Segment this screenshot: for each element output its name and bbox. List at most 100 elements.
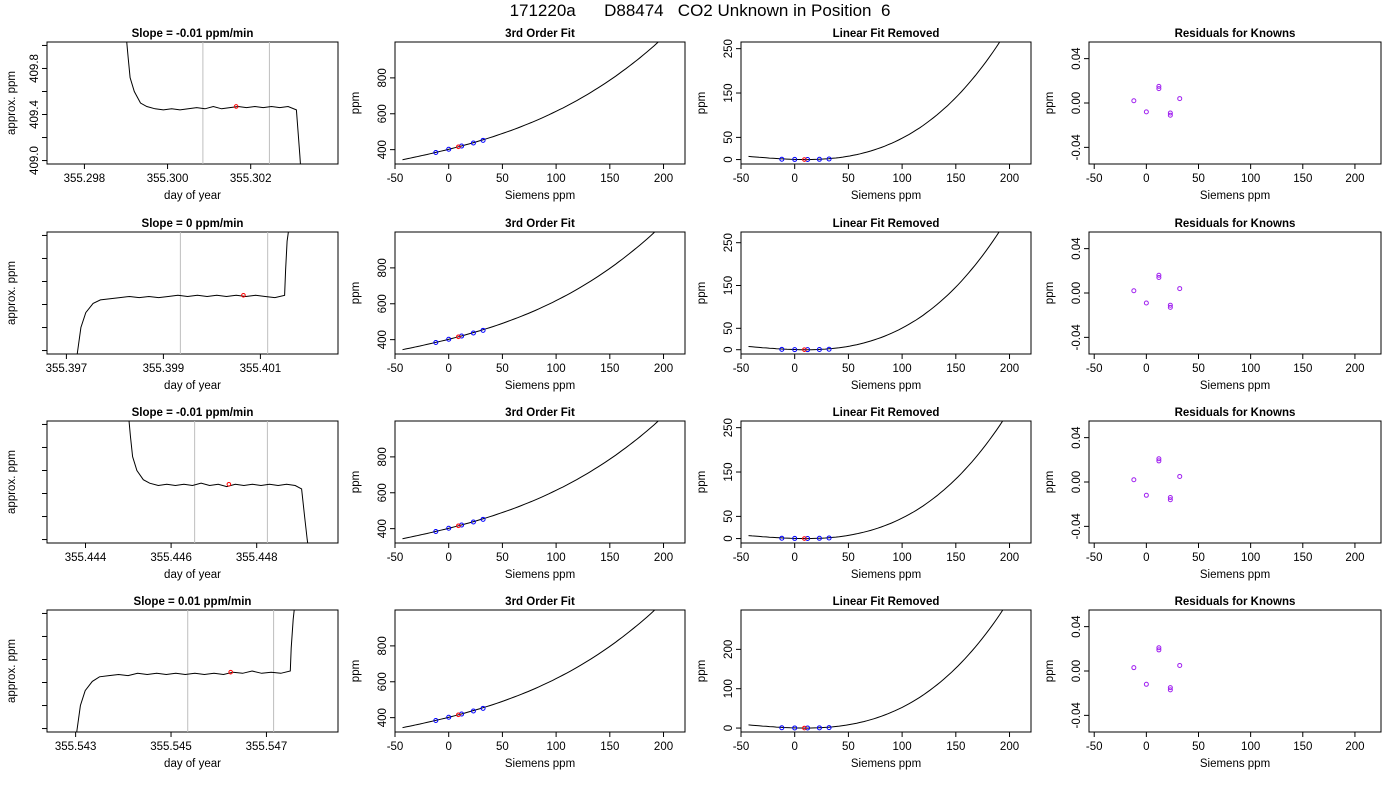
x-tick-label: 200 [1345, 552, 1364, 564]
known-point [805, 725, 811, 731]
x-axis-label: day of year [164, 380, 221, 392]
x-tick-label: 355.545 [150, 741, 192, 753]
residual-point [1167, 302, 1173, 308]
known-point [826, 156, 832, 162]
x-tick-label: 50 [842, 552, 855, 564]
x-tick-label: 100 [893, 173, 912, 185]
x-tick-label: 0 [446, 741, 452, 753]
plot-area [402, 610, 656, 729]
x-tick-label: 355.401 [240, 363, 282, 375]
y-axis-label: ppm [350, 282, 362, 304]
known-point [816, 535, 822, 541]
x-tick-label: 355.399 [143, 363, 185, 375]
x-tick-label: 0 [1143, 363, 1149, 375]
x-tick-label: 355.397 [46, 363, 88, 375]
panel-title: 3rd Order Fit [505, 596, 575, 608]
plot-frame [740, 41, 1032, 165]
x-tick-label: 50 [842, 173, 855, 185]
chart-panel-r2-c2: Linear Fit Removed -50 0 50 100 150 200 0 50 150 2… [696, 407, 1032, 581]
fit-curve [402, 232, 656, 351]
x-tick-label: 50 [496, 552, 509, 564]
known-point [446, 336, 452, 342]
x-tick-label: 50 [496, 363, 509, 375]
chart-panel-r0-c0: Slope = -0.01 ppm/min 355.298 355.300 355.3… [6, 28, 339, 202]
y-tick-label: 800 [377, 636, 389, 655]
series-line [76, 610, 295, 732]
fit-curve [402, 421, 660, 540]
known-point [826, 535, 832, 541]
chart-panel-r3-c0: Slope = 0.01 ppm/min 355.543 355.545 355.54… [6, 596, 339, 770]
x-tick-label: 50 [496, 173, 509, 185]
chart-panel-r0-c3: Residuals for Knowns -50 0 50 100 150 200 -0.04… [1044, 28, 1382, 202]
x-tick-label: 355.302 [230, 173, 272, 185]
unknown-point [802, 725, 807, 731]
y-tick-label: 0 [723, 347, 735, 353]
y-tick-label: 409.0 [29, 146, 41, 175]
residual-point [1177, 473, 1183, 479]
y-tick-label: 400 [377, 140, 389, 159]
y-tick-label: 0.04 [1071, 615, 1083, 638]
plot-area [402, 421, 660, 540]
known-point [470, 519, 476, 525]
known-point [779, 535, 785, 541]
residual-point [1167, 304, 1173, 310]
plot-area [126, 42, 301, 164]
residual-point [1167, 110, 1173, 116]
y-axis-label: ppm [1044, 282, 1056, 304]
x-tick-label: 200 [1345, 173, 1364, 185]
y-tick-label: 50 [723, 322, 735, 335]
x-tick-label: 200 [1000, 552, 1019, 564]
known-point [779, 156, 785, 162]
known-point [805, 536, 811, 542]
x-tick-label: 150 [1293, 363, 1312, 375]
y-tick-label: 0.04 [1071, 237, 1083, 260]
known-point [792, 347, 798, 353]
known-point [433, 150, 439, 156]
y-axis-label: approx. ppm [6, 71, 18, 135]
x-tick-label: 50 [496, 741, 509, 753]
chart-panel-r1-c2: Linear Fit Removed -50 0 50 100 150 200 0 50 150 2… [696, 218, 1032, 392]
residual-point [1156, 647, 1162, 653]
y-tick-label: -0.04 [1071, 513, 1083, 540]
chart-panel-r2-c0: Slope = -0.01 ppm/min 355.444 355.446 355.4… [6, 407, 339, 581]
residual-point [1156, 272, 1162, 278]
x-tick-label: -50 [1086, 552, 1103, 564]
y-tick-label: 0.04 [1071, 426, 1083, 449]
y-axis-label: approx. ppm [6, 450, 18, 514]
x-tick-label: 0 [1143, 741, 1149, 753]
residual-point [1131, 288, 1137, 294]
residual-point [1156, 458, 1162, 464]
chart-panel-r3-c1: 3rd Order Fit -50 0 50 100 150 200 400 600 800 Sie… [350, 596, 686, 770]
residual-point [1131, 477, 1137, 483]
residual-point [1131, 665, 1137, 671]
known-point [826, 346, 832, 352]
unknown-point [233, 104, 239, 109]
y-tick-label: 600 [377, 483, 389, 502]
panel-title: 3rd Order Fit [505, 28, 575, 40]
residual-point [1131, 98, 1137, 104]
residual-point [1177, 96, 1183, 102]
series-line [76, 232, 289, 354]
panel-title: Linear Fit Removed [833, 28, 940, 40]
y-tick-label: 0.00 [1071, 660, 1083, 682]
x-tick-label: 50 [842, 363, 855, 375]
y-tick-label: 0.00 [1071, 92, 1083, 114]
plot-area [402, 232, 656, 351]
unknown-point [241, 293, 246, 298]
residual-point [1156, 456, 1162, 462]
y-tick-label: 0.00 [1071, 471, 1083, 493]
known-point [779, 346, 785, 352]
unknown-point [802, 157, 807, 162]
y-tick-label: 600 [377, 104, 389, 123]
known-point [792, 725, 798, 731]
known-point [805, 157, 811, 163]
plot-area [1131, 83, 1183, 118]
unknown-point [456, 712, 461, 718]
unknown-point [456, 144, 461, 150]
known-point [480, 137, 486, 143]
x-tick-label: 50 [1192, 552, 1205, 564]
known-point [480, 516, 486, 522]
unknown-point [228, 669, 233, 675]
y-axis-label: ppm [350, 660, 362, 682]
y-tick-label: 250 [723, 39, 735, 58]
